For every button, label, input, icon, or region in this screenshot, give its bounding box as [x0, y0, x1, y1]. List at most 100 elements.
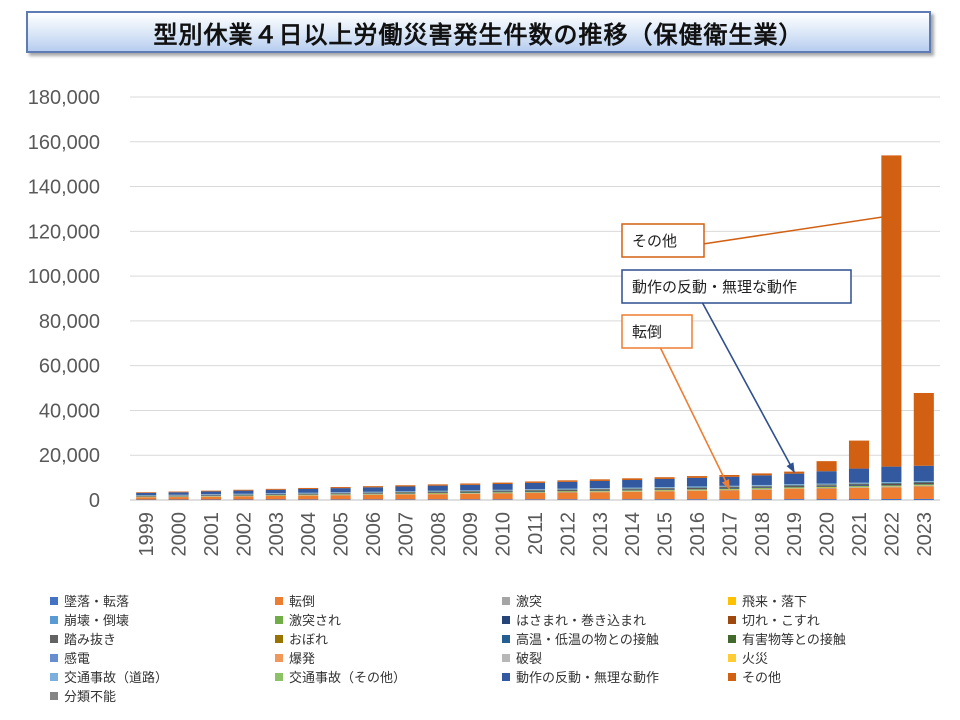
legend-item: 感電	[50, 648, 90, 667]
bar-segment	[460, 491, 481, 493]
legend-swatch	[275, 653, 283, 662]
bar-segment	[589, 480, 610, 489]
legend-swatch	[502, 634, 510, 643]
bar-segment	[298, 499, 319, 500]
legend-label: 激突	[516, 595, 543, 610]
x-tick-label: 2007	[395, 512, 417, 557]
bar-segment	[524, 499, 546, 500]
legend-label: 飛来・落下	[742, 595, 808, 610]
bar-segment	[589, 488, 610, 489]
annotation-arrow	[702, 213, 893, 245]
legend-item: 激突	[502, 591, 542, 610]
chart-title: 型別休業４日以上労働災害発生件数の推移（保健衛生業）	[26, 11, 931, 53]
bar-segment	[719, 485, 740, 487]
bar-segment	[460, 499, 481, 500]
bar-segment	[848, 487, 870, 500]
legend-item: はさまれ・巻き込まれ	[502, 610, 646, 629]
bar-segment	[265, 488, 286, 490]
annotation-box	[621, 314, 693, 349]
bar-segment	[492, 499, 513, 500]
bar-segment	[460, 492, 481, 494]
bar-segment	[881, 466, 902, 483]
legend-swatch	[502, 596, 510, 605]
bar-segment	[848, 485, 870, 486]
legend-item: 交通事故（その他）	[275, 667, 406, 686]
bar-segment	[395, 486, 416, 492]
bar-segment	[848, 468, 870, 483]
bar-segment	[136, 492, 157, 493]
bar-segment	[330, 488, 351, 493]
y-tick-label: 160,000	[28, 132, 100, 154]
bar-segment	[298, 495, 319, 500]
annotation-box	[621, 223, 705, 258]
bar-segment	[330, 492, 351, 493]
bar-segment	[816, 471, 837, 484]
bar-segment	[460, 490, 481, 491]
bar-segment	[654, 477, 675, 479]
bar-segment	[751, 473, 772, 476]
legend-swatch	[728, 634, 736, 643]
bar-segment	[460, 483, 481, 485]
bars	[136, 155, 934, 500]
bar-segment	[686, 489, 708, 490]
bar-segment	[816, 486, 837, 488]
legend-label: 高温・低温の物との接触	[516, 633, 659, 648]
bar-segment	[784, 484, 805, 486]
bar-segment	[524, 489, 546, 490]
x-tick-label: 1999	[136, 512, 158, 557]
bar-segment	[751, 499, 772, 500]
legend-label: おぼれ	[289, 633, 329, 648]
bar-segment	[816, 483, 837, 485]
bar-segment	[589, 490, 610, 492]
y-tick-label: 180,000	[28, 87, 100, 109]
legend-item: 破裂	[502, 648, 542, 667]
bar-segment	[492, 489, 513, 491]
legend-label: 破裂	[516, 652, 543, 667]
bar-segment	[784, 489, 805, 500]
x-tick-label: 2014	[622, 512, 644, 557]
legend-item: 火災	[728, 648, 768, 667]
legend-swatch	[275, 615, 283, 624]
y-tick-label: 40,000	[39, 400, 100, 422]
bar-segment	[298, 492, 319, 494]
bar-segment	[427, 499, 448, 500]
bar-segment	[686, 488, 708, 490]
bar-segment	[751, 475, 772, 485]
legend-label: 爆発	[289, 652, 316, 667]
legend-swatch	[502, 615, 510, 624]
legend-item: 有害物等との接触	[728, 629, 846, 648]
bar-segment	[233, 489, 254, 491]
legend-label: 交通事故（道路）	[64, 671, 169, 686]
legend-label: 踏み抜き	[64, 633, 117, 648]
bar-segment	[395, 492, 416, 494]
y-tick-label: 0	[89, 490, 100, 512]
bar-segment	[362, 486, 384, 488]
bar-segment	[784, 473, 805, 485]
bar-segment	[622, 491, 643, 500]
bar-segment	[784, 499, 805, 500]
legend-swatch	[50, 672, 58, 681]
bar-segment	[524, 482, 546, 490]
bar-segment	[719, 476, 740, 486]
legend-label: 動作の反動・無理な動作	[516, 671, 660, 686]
legend-item: 激突され	[275, 610, 341, 629]
bar-segment	[524, 491, 546, 493]
bar-segment	[395, 491, 416, 492]
bar-segment	[492, 482, 513, 484]
bar-segment	[622, 487, 643, 489]
x-tick-label: 2021	[849, 512, 871, 557]
bar-segment	[427, 485, 448, 491]
bar-segment	[654, 489, 675, 490]
bar-segment	[168, 492, 189, 495]
bar-segment	[686, 490, 708, 500]
bar-segment	[784, 488, 805, 490]
x-tick-label: 2001	[201, 512, 223, 557]
bar-segment	[816, 499, 837, 500]
bar-segment	[622, 489, 643, 491]
x-tick-label: 2016	[687, 512, 709, 557]
bar-segment	[913, 498, 934, 500]
x-tick-label: 2022	[881, 512, 903, 557]
x-tick-label: 2010	[493, 512, 515, 557]
